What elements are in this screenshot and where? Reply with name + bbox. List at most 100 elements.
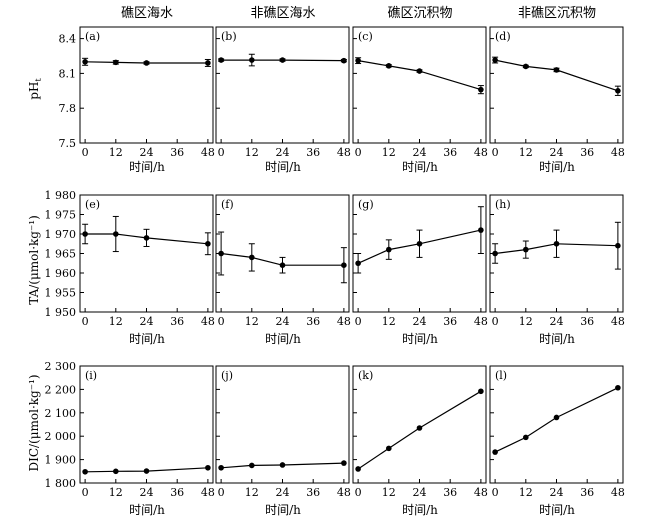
plot-frame [79, 194, 214, 313]
x-tick-label: 12 [382, 486, 396, 499]
x-axis-title: 时间/h [265, 503, 301, 517]
data-point [478, 227, 484, 233]
plot-frame [79, 365, 214, 484]
data-point [113, 231, 119, 237]
panel-label: (k) [358, 369, 373, 382]
chart-panel: (e) 0 12 24 36 48 1 950 1 955 1 960 1 965 1 970 1 9… [45, 189, 215, 328]
y-tick-label: 2 000 [45, 430, 77, 443]
data-point [492, 250, 498, 257]
plot-frame [79, 26, 214, 144]
data-point [249, 57, 255, 63]
y-tick-label: 8.1 [59, 67, 77, 80]
series-line [495, 243, 618, 255]
series-line [85, 233, 208, 245]
data-point [113, 59, 119, 66]
column-title-reef-sediment: 礁区沉积物 [387, 5, 452, 21]
x-axis-title: 时间/h [129, 332, 165, 346]
series-line [357, 60, 482, 91]
x-tick-label: 48 [474, 146, 488, 159]
data-point [355, 466, 361, 472]
panel-label: (a) [85, 30, 100, 43]
x-tick-label: 24 [413, 146, 427, 159]
x-axis-title: 时间/h [402, 503, 438, 517]
x-tick-label: 12 [109, 315, 123, 328]
chart-panel: (j) 0 12 24 36 48 [215, 365, 351, 499]
column-title-nonreef-sediment: 非礁区沉积物 [518, 5, 596, 21]
data-point [615, 384, 621, 391]
x-axis-title: 时间/h [539, 503, 575, 517]
y-tick-label: 1 800 [45, 477, 77, 490]
data-point [218, 464, 224, 471]
y-tick-label: 1 970 [45, 228, 77, 241]
series-line [85, 467, 208, 473]
plot-grid: (a) 0 12 24 36 48 7.5 7.8 8.1 8.4 (b) 0 12 24 36 48 (c) 0… [45, 26, 625, 499]
data-point [553, 67, 560, 73]
x-tick-label: 24 [413, 315, 427, 328]
data-point [279, 262, 286, 269]
data-point [386, 63, 392, 69]
chart-panel: (c) 0 12 24 36 48 [352, 26, 488, 159]
x-tick-label: 48 [337, 486, 351, 499]
chart-panel: (b) 0 12 24 36 48 [215, 26, 351, 159]
data-point [279, 462, 286, 468]
x-tick-label: 24 [140, 486, 154, 499]
x-tick-label: 36 [306, 315, 320, 328]
panel-label: (e) [85, 198, 100, 211]
data-point [386, 445, 392, 452]
series-line [357, 229, 482, 264]
x-tick-label: 24 [550, 486, 564, 499]
y-axis-title-ph: pHt [27, 78, 43, 100]
x-tick-label: 0 [218, 146, 225, 159]
data-point [492, 57, 498, 63]
x-tick-label: 36 [443, 486, 457, 499]
x-tick-label: 0 [355, 315, 362, 328]
chart-panel: (f) 0 12 24 36 48 [215, 194, 351, 328]
x-tick-label: 12 [519, 146, 533, 159]
data-point [113, 468, 119, 475]
chart-panel: (h) 0 12 24 36 48 [489, 194, 625, 328]
data-point [218, 57, 224, 63]
y-tick-label: 1 965 [45, 248, 77, 261]
x-tick-label: 12 [519, 315, 533, 328]
x-tick-label: 0 [492, 146, 499, 159]
data-point [523, 434, 529, 441]
y-tick-label: 2 100 [45, 407, 77, 420]
data-point [341, 460, 347, 466]
panel-label: (j) [221, 369, 233, 382]
chart-panel: (d) 0 12 24 36 48 [489, 26, 625, 159]
y-tick-label: 7.8 [59, 102, 77, 115]
x-tick-label: 12 [109, 146, 123, 159]
plot-frame [352, 365, 487, 484]
plot-frame [489, 365, 624, 484]
data-point [205, 240, 211, 247]
x-tick-label: 24 [550, 146, 564, 159]
x-tick-label: 36 [443, 146, 457, 159]
x-tick-label: 24 [276, 486, 290, 499]
y-tick-label: 1 960 [45, 267, 77, 280]
series-line [221, 252, 344, 266]
data-point [143, 468, 150, 474]
panel-label: (i) [85, 369, 97, 382]
chart-panel: (l) 0 12 24 36 48 [489, 365, 625, 499]
data-point [341, 57, 347, 64]
y-tick-label: 7.5 [59, 137, 77, 150]
x-tick-label: 48 [611, 486, 625, 499]
plot-frame [215, 26, 350, 144]
panel-label: (d) [495, 30, 511, 43]
y-tick-label: 2 300 [45, 360, 77, 373]
plot-frame [489, 26, 624, 144]
x-tick-label: 48 [474, 486, 488, 499]
y-tick-label: 1 950 [45, 306, 77, 319]
column-title-nonreef-seawater: 非礁区海水 [250, 5, 315, 21]
data-point [355, 57, 361, 64]
x-axis-title: 时间/h [402, 332, 438, 346]
data-point [82, 468, 88, 475]
x-tick-label: 12 [245, 486, 259, 499]
x-tick-label: 0 [492, 315, 499, 328]
x-tick-label: 12 [382, 146, 396, 159]
x-tick-label: 0 [355, 146, 362, 159]
series-line [494, 387, 619, 453]
column-title-reef-seawater: 礁区海水 [121, 5, 173, 21]
x-tick-label: 0 [82, 486, 89, 499]
